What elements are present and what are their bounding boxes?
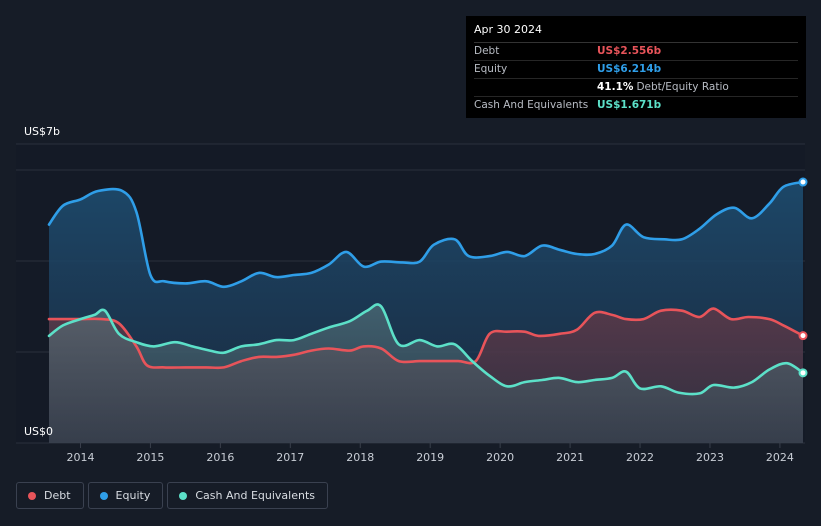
x-tick-label: 2016	[206, 451, 234, 464]
legend-item-debt[interactable]: Debt	[16, 482, 84, 509]
tooltip-label: Cash And Equivalents	[474, 99, 589, 111]
x-tick-label: 2015	[136, 451, 164, 464]
legend-label: Debt	[44, 489, 71, 502]
tooltip-label	[474, 79, 597, 96]
series-lines	[47, 180, 805, 396]
tooltip-ratio-text: Debt/Equity Ratio	[636, 81, 729, 93]
y-tick-label: US$0	[24, 425, 53, 438]
legend-item-equity[interactable]: Equity	[87, 482, 164, 509]
tooltip-value: US$2.556b	[597, 45, 662, 57]
tooltip-label: Equity	[474, 63, 508, 75]
x-tick-label: 2024	[766, 451, 794, 464]
x-tick-label: 2020	[486, 451, 514, 464]
cash-and-equivalents-line	[47, 303, 805, 396]
equity-endpoint-marker	[798, 177, 808, 187]
x-tick-label: 2022	[626, 451, 654, 464]
tooltip-date: Apr 30 2024	[474, 22, 798, 43]
legend-item-cash[interactable]: Cash And Equivalents	[167, 482, 328, 509]
y-axis-labels: US$0 US$7b	[24, 125, 60, 438]
cash-and-equivalents-area	[49, 304, 803, 443]
tooltip-label: Debt	[474, 45, 500, 57]
tooltip-row-debt: Debt US$2.556b	[474, 43, 798, 61]
chart-legend: Debt Equity Cash And Equivalents	[16, 482, 328, 509]
cash-and-equivalents-endpoint-marker	[798, 368, 808, 378]
tooltip-value: US$6.214b	[597, 63, 662, 75]
x-tick-label: 2014	[66, 451, 94, 464]
tooltip-row-equity: Equity US$6.214b	[474, 61, 798, 79]
tooltip-value: 41.1%	[597, 81, 634, 93]
y-tick-label: US$7b	[24, 125, 60, 138]
tooltip-value: US$1.671b	[597, 99, 662, 111]
x-tick-label: 2023	[696, 451, 724, 464]
x-tick-label: 2021	[556, 451, 584, 464]
debt-endpoint-marker	[798, 331, 808, 341]
legend-dot-icon	[179, 491, 188, 500]
series-endpoints	[798, 177, 808, 378]
legend-label: Cash And Equivalents	[195, 489, 315, 502]
data-tooltip: Apr 30 2024 Debt US$2.556b Equity US$6.2…	[466, 16, 806, 118]
equity-line	[47, 180, 805, 289]
debt-line	[47, 307, 805, 370]
legend-label: Equity	[115, 489, 151, 502]
tooltip-row-ratio: 41.1% Debt/Equity Ratio	[474, 79, 798, 97]
legend-dot-icon	[28, 491, 36, 500]
x-tick-label: 2018	[346, 451, 374, 464]
x-tick-label: 2017	[276, 451, 304, 464]
legend-dot-icon	[99, 491, 108, 500]
tooltip-row-cash: Cash And Equivalents US$1.671b	[474, 97, 798, 114]
x-tick-label: 2019	[416, 451, 444, 464]
x-axis-labels: 2014 2015 2016 2017 2018 2019 2020 2021 2022 2023…	[66, 443, 794, 464]
